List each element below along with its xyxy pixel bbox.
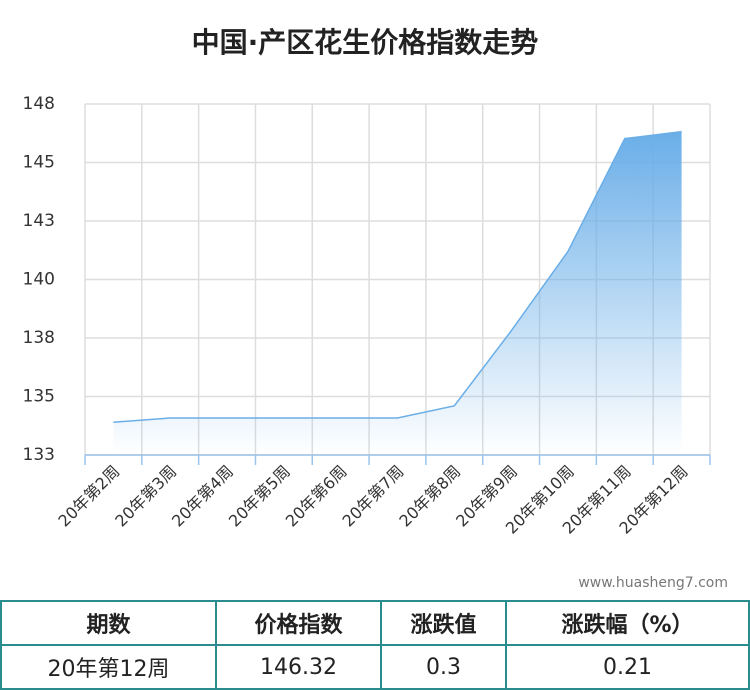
line: [113, 130, 682, 423]
table-row: 20年第12周 146.32 0.3 0.21: [0, 644, 750, 690]
chart-title: 中国·产区花生价格指数走势: [192, 26, 539, 59]
y-tick-label: 138: [23, 328, 55, 348]
y-tick-label: 140: [23, 270, 55, 290]
header-cell: 期数: [0, 600, 217, 646]
header-cell: 涨跌幅（%）: [505, 600, 750, 646]
watermark: www.huasheng7.com: [578, 575, 728, 591]
header-cell: 涨跌值: [380, 600, 507, 646]
chart: 中国·产区花生价格指数走势 www.huasheng7.com 133 135 13…: [23, 26, 728, 591]
table-header: 期数 价格指数 涨跌值 涨跌幅（%）: [0, 600, 750, 646]
cell: 0.3: [380, 644, 507, 690]
summary-table: 期数 价格指数 涨跌值 涨跌幅（%） 20年第12周 146.32 0.3 0.…: [0, 600, 750, 690]
cell: 0.21: [505, 644, 750, 690]
header-cell: 价格指数: [215, 600, 382, 646]
y-tick-label: 143: [23, 211, 55, 231]
y-tick-label: 148: [23, 94, 55, 114]
y-tick-label: 133: [23, 445, 55, 465]
area: [113, 131, 682, 455]
cell: 146.32: [215, 644, 382, 690]
y-tick-label: 135: [23, 387, 55, 407]
y-tick-label: 145: [23, 153, 55, 173]
cell: 20年第12周: [0, 644, 217, 690]
